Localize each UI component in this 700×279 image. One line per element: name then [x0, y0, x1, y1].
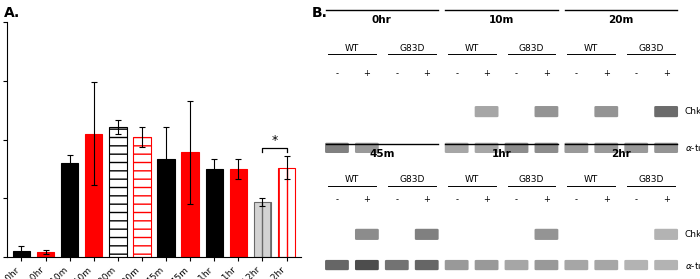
FancyBboxPatch shape: [325, 260, 349, 270]
FancyBboxPatch shape: [624, 260, 648, 270]
FancyBboxPatch shape: [624, 143, 648, 153]
Text: WT: WT: [345, 175, 359, 184]
Text: +: +: [424, 69, 430, 78]
Text: -: -: [575, 69, 578, 78]
Text: G83D: G83D: [399, 44, 424, 53]
Bar: [133, 137, 150, 257]
FancyBboxPatch shape: [654, 229, 678, 240]
FancyBboxPatch shape: [535, 143, 559, 153]
Bar: [85, 134, 102, 257]
FancyBboxPatch shape: [355, 229, 379, 240]
Text: 1hr: 1hr: [491, 149, 512, 159]
FancyBboxPatch shape: [564, 260, 588, 270]
FancyBboxPatch shape: [475, 260, 498, 270]
Text: -: -: [635, 69, 638, 78]
Text: +: +: [483, 195, 490, 204]
Text: +: +: [424, 195, 430, 204]
FancyBboxPatch shape: [594, 260, 618, 270]
Text: 2hr: 2hr: [611, 149, 631, 159]
Text: -: -: [395, 195, 398, 204]
Text: -: -: [455, 195, 458, 204]
FancyBboxPatch shape: [654, 143, 678, 153]
Text: 10m: 10m: [489, 15, 514, 25]
FancyBboxPatch shape: [325, 143, 349, 153]
Text: G83D: G83D: [519, 175, 544, 184]
Text: 45m: 45m: [369, 149, 395, 159]
Bar: [181, 152, 199, 257]
Text: -: -: [635, 195, 638, 204]
FancyBboxPatch shape: [475, 143, 498, 153]
Bar: [158, 159, 175, 257]
FancyBboxPatch shape: [654, 260, 678, 270]
Bar: [109, 127, 127, 257]
Text: +: +: [483, 69, 490, 78]
Text: WT: WT: [584, 44, 598, 53]
FancyBboxPatch shape: [475, 106, 498, 117]
Text: Chk2-P: Chk2-P: [685, 230, 700, 239]
Text: +: +: [603, 69, 610, 78]
Text: -: -: [575, 195, 578, 204]
Text: $\alpha$-tubulin: $\alpha$-tubulin: [685, 142, 700, 153]
Text: 0hr: 0hr: [372, 15, 392, 25]
FancyBboxPatch shape: [444, 143, 468, 153]
Text: -: -: [515, 195, 518, 204]
Bar: [230, 169, 247, 257]
FancyBboxPatch shape: [415, 260, 439, 270]
Text: +: +: [543, 195, 550, 204]
Bar: [61, 163, 78, 257]
Text: B.: B.: [312, 6, 328, 20]
FancyBboxPatch shape: [355, 260, 379, 270]
FancyBboxPatch shape: [564, 143, 588, 153]
Text: A.: A.: [4, 6, 20, 20]
Text: *: *: [272, 134, 278, 146]
FancyBboxPatch shape: [385, 260, 409, 270]
FancyBboxPatch shape: [505, 143, 528, 153]
FancyBboxPatch shape: [444, 260, 468, 270]
Text: +: +: [603, 195, 610, 204]
Text: G83D: G83D: [399, 175, 424, 184]
Text: Chk2-P: Chk2-P: [685, 107, 700, 116]
FancyBboxPatch shape: [355, 143, 379, 153]
FancyBboxPatch shape: [415, 229, 439, 240]
FancyBboxPatch shape: [594, 143, 618, 153]
FancyBboxPatch shape: [594, 106, 618, 117]
Text: +: +: [663, 195, 670, 204]
Bar: [254, 202, 271, 257]
Text: G83D: G83D: [638, 44, 664, 53]
Text: -: -: [395, 69, 398, 78]
Text: -: -: [455, 69, 458, 78]
Text: +: +: [363, 69, 370, 78]
Text: -: -: [335, 69, 339, 78]
FancyBboxPatch shape: [535, 106, 559, 117]
Bar: [206, 169, 223, 257]
Text: -: -: [515, 69, 518, 78]
Text: WT: WT: [465, 175, 479, 184]
Text: -: -: [335, 195, 339, 204]
Text: G83D: G83D: [638, 175, 664, 184]
FancyBboxPatch shape: [505, 260, 528, 270]
Text: WT: WT: [345, 44, 359, 53]
Bar: [37, 252, 54, 257]
Text: WT: WT: [584, 175, 598, 184]
FancyBboxPatch shape: [535, 260, 559, 270]
Bar: [13, 251, 30, 257]
Text: +: +: [663, 69, 670, 78]
Bar: [278, 168, 295, 257]
Text: 20m: 20m: [608, 15, 634, 25]
Text: $\alpha$-tubulin: $\alpha$-tubulin: [685, 259, 700, 271]
Text: G83D: G83D: [519, 44, 544, 53]
FancyBboxPatch shape: [535, 229, 559, 240]
Text: +: +: [363, 195, 370, 204]
Text: WT: WT: [465, 44, 479, 53]
FancyBboxPatch shape: [654, 106, 678, 117]
Text: +: +: [543, 69, 550, 78]
